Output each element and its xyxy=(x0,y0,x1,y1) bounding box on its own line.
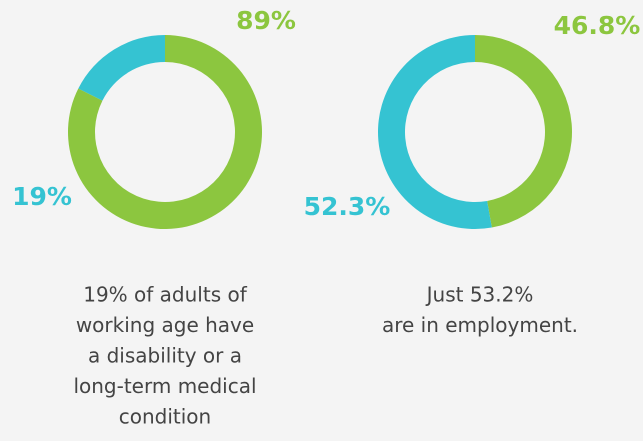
caption: a disability or a xyxy=(88,344,242,368)
caption: are in employment. xyxy=(382,313,578,337)
caption: condition xyxy=(119,405,211,429)
donut-segment xyxy=(78,35,165,101)
caption: 19% of adults of xyxy=(83,283,247,307)
value-label: 46.8% xyxy=(554,11,641,40)
value-label: 89% xyxy=(236,6,296,35)
donut-segment xyxy=(377,35,492,230)
caption: long-term medical xyxy=(73,374,256,398)
value-label: 19% xyxy=(12,182,72,211)
caption: Just 53.2% xyxy=(425,283,534,307)
value-label: 52.3% xyxy=(304,192,391,221)
caption: working age have xyxy=(76,313,254,337)
donut-segment xyxy=(475,35,572,228)
